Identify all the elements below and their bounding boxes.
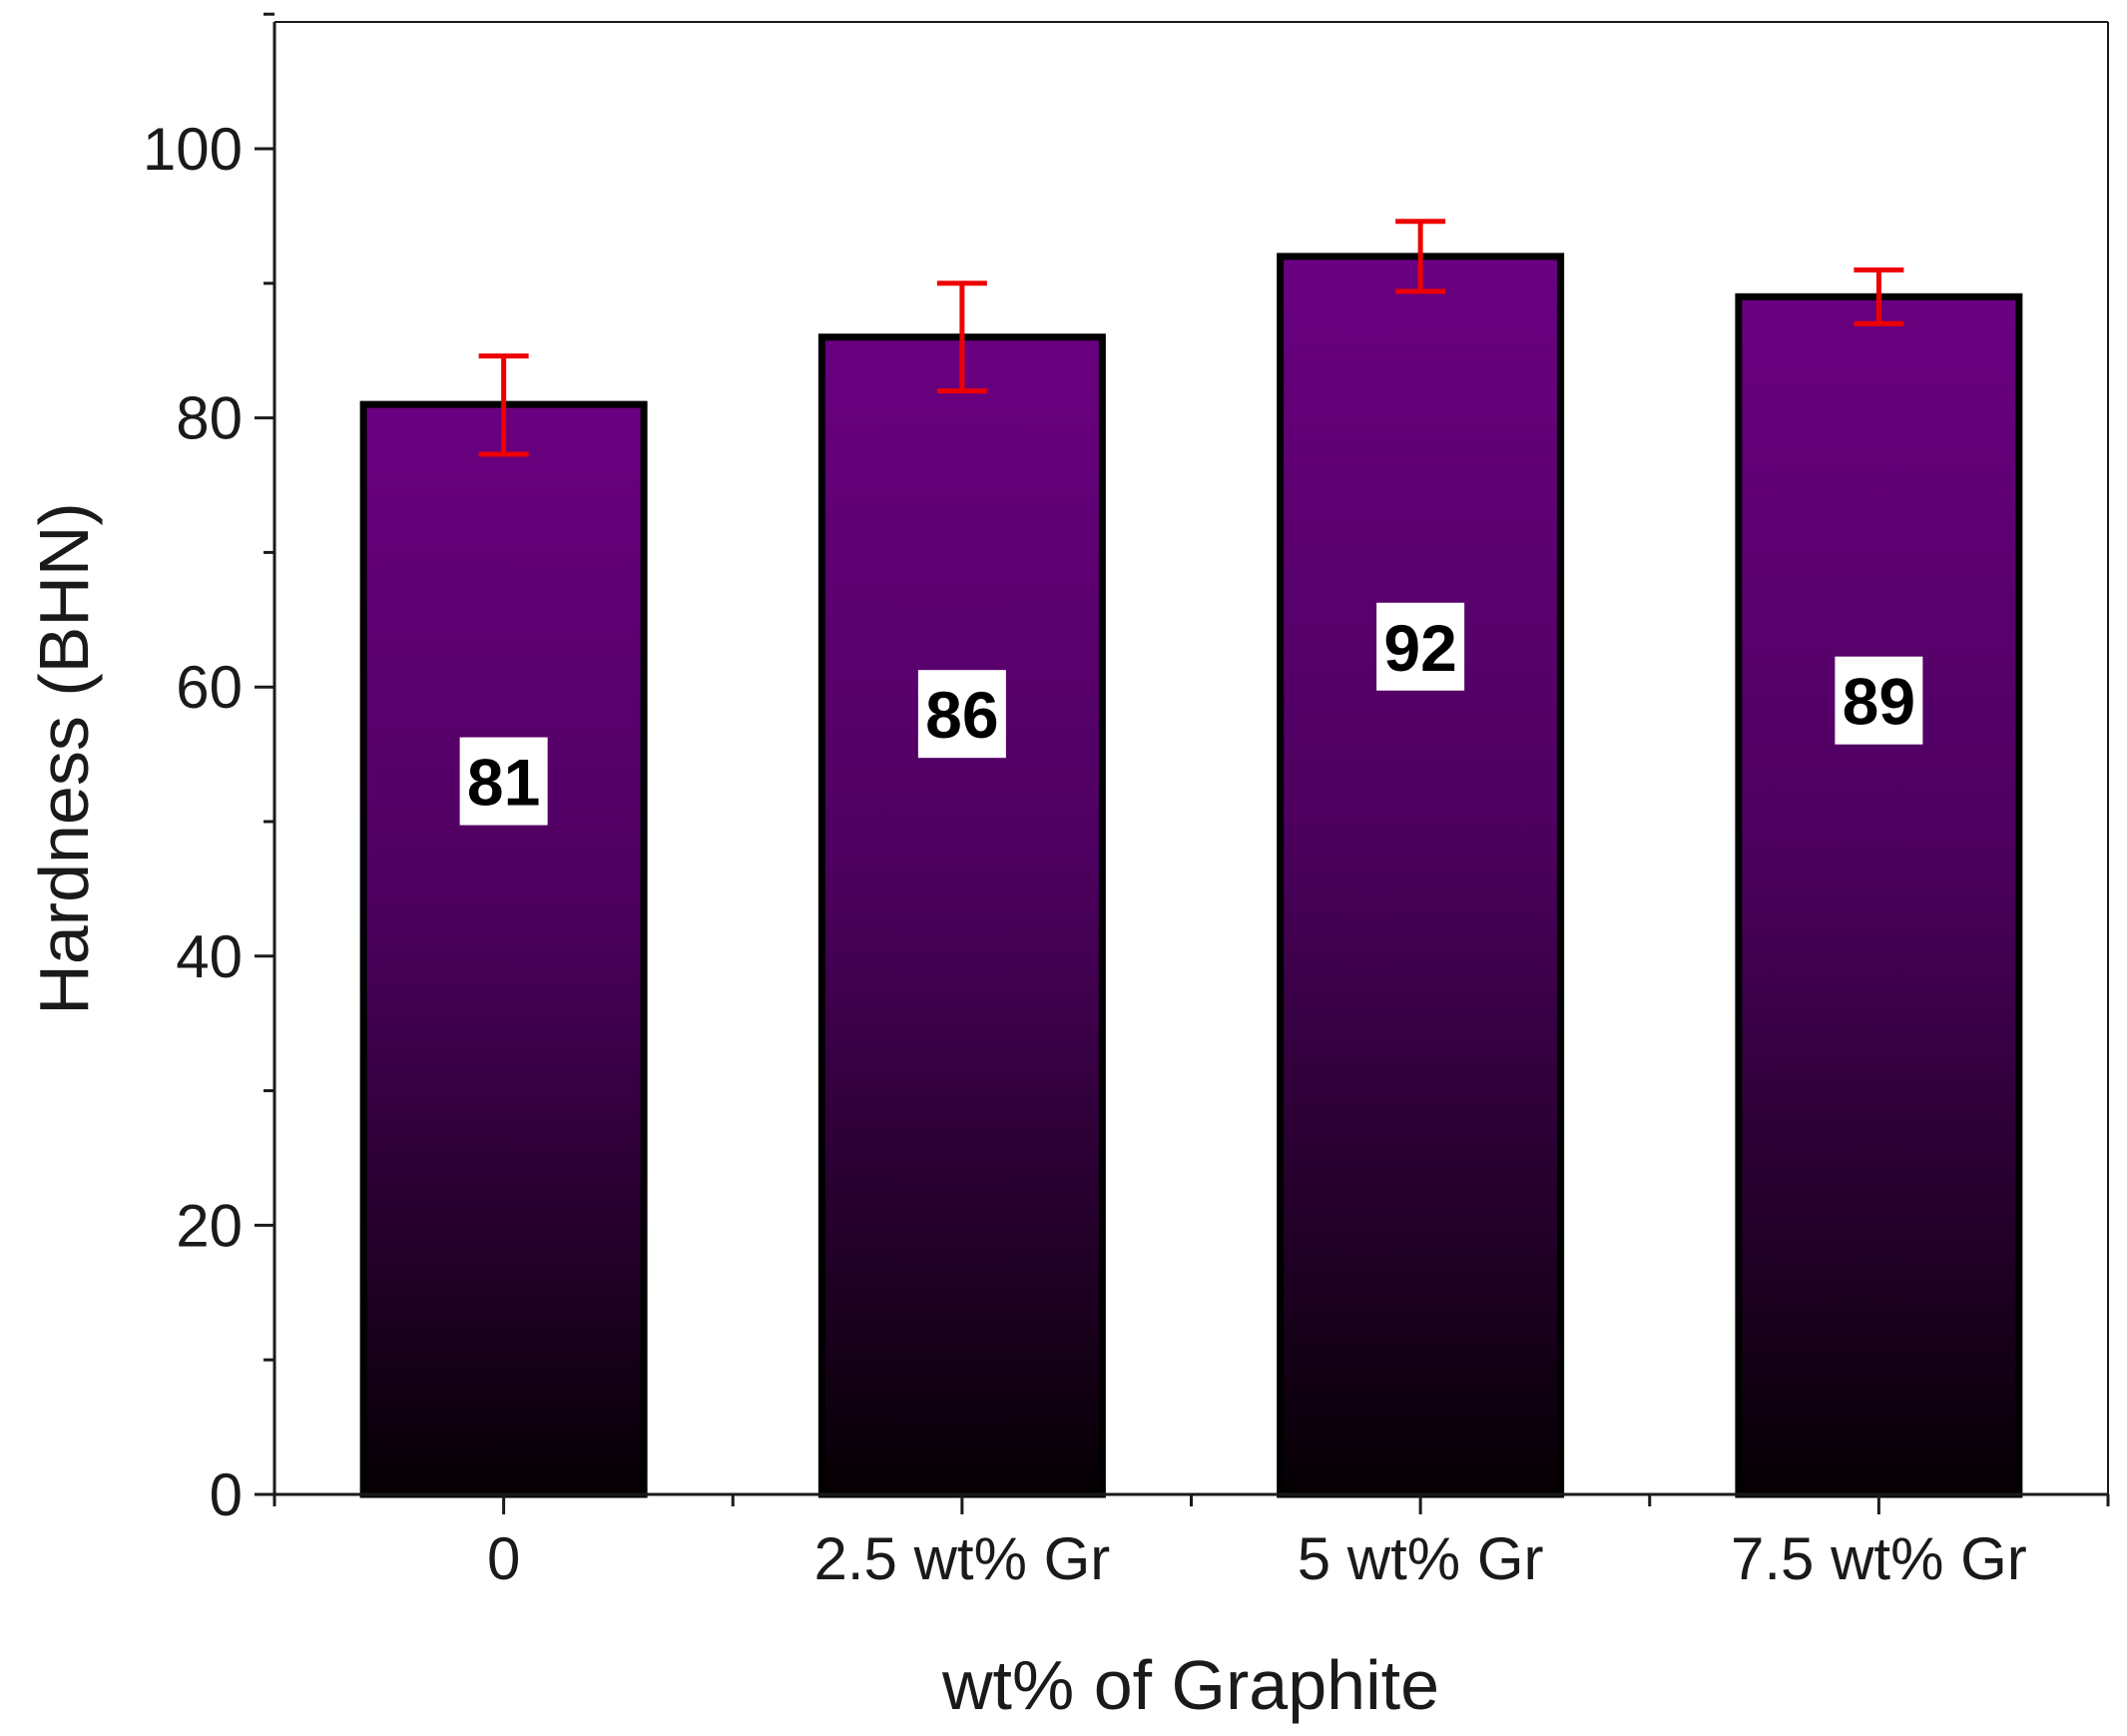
bar-1 bbox=[817, 333, 1106, 1498]
data-label-1: 86 bbox=[925, 678, 998, 752]
y-tick-label-80: 80 bbox=[176, 385, 243, 452]
bars-group bbox=[359, 253, 2023, 1498]
y-axis-title: Hardness (BHN) bbox=[25, 502, 103, 1014]
bar-0 bbox=[359, 400, 648, 1498]
y-axis-ticks: 0 20 40 60 80 100 bbox=[143, 12, 274, 1528]
data-label-2: 92 bbox=[1383, 611, 1456, 685]
data-label-3: 89 bbox=[1843, 665, 1915, 739]
data-label-box-1 bbox=[917, 670, 1006, 759]
bar-2 bbox=[1277, 253, 1565, 1498]
x-tick-label-2: 5 wt% Gr bbox=[1298, 1525, 1544, 1592]
error-bars-group bbox=[478, 219, 1904, 457]
x-tick-label-1: 2.5 wt% Gr bbox=[814, 1525, 1111, 1592]
data-labels-group: 81 86 92 89 bbox=[459, 602, 1923, 826]
bar-3 bbox=[1735, 292, 2023, 1498]
x-tick-label-3: 7.5 wt% Gr bbox=[1731, 1525, 2027, 1592]
y-tick-label-60: 60 bbox=[176, 654, 243, 721]
y-tick-label-100: 100 bbox=[143, 116, 243, 183]
data-label-0: 81 bbox=[467, 746, 540, 820]
data-label-box-2 bbox=[1376, 602, 1465, 691]
data-label-box-3 bbox=[1835, 656, 1923, 745]
y-tick-label-40: 40 bbox=[176, 923, 243, 990]
y-tick-label-20: 20 bbox=[176, 1192, 243, 1259]
x-axis-ticks: 0 2.5 wt% Gr 5 wt% Gr 7.5 wt% Gr bbox=[272, 1494, 2110, 1592]
x-axis-title: wt% of Graphite bbox=[941, 1646, 1439, 1724]
x-tick-label-0: 0 bbox=[487, 1525, 520, 1592]
y-tick-label-0: 0 bbox=[210, 1461, 243, 1528]
data-label-box-0 bbox=[459, 737, 548, 826]
